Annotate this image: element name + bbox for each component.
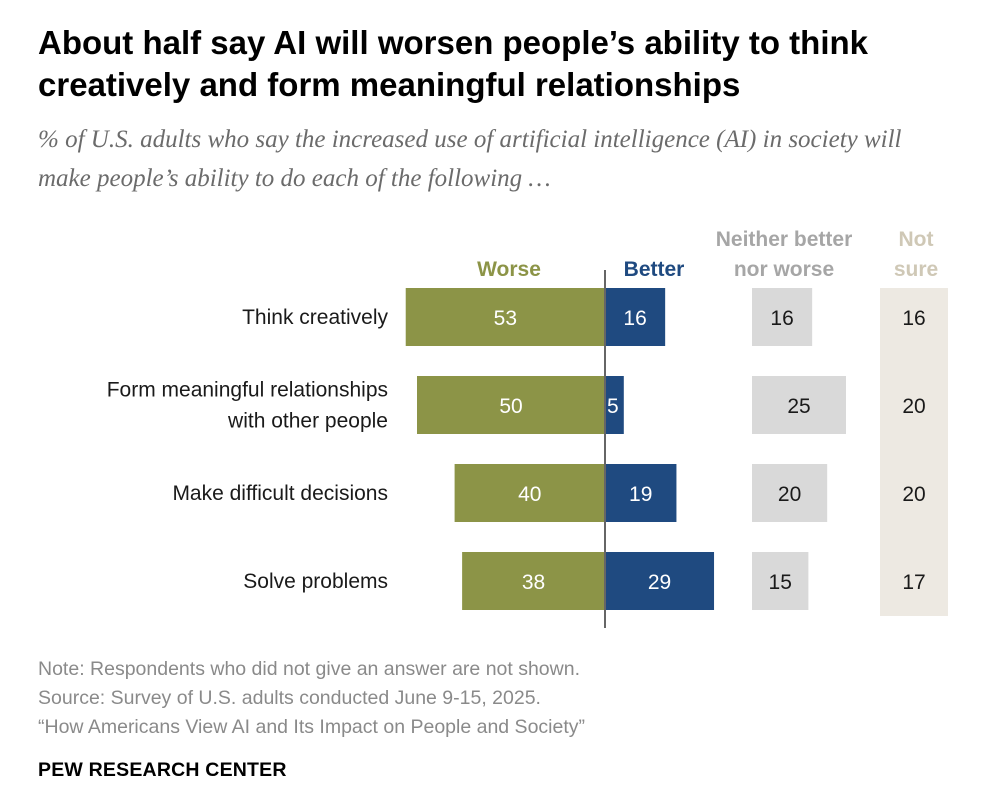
value-label-better: 19 [629,483,652,506]
report-title-text: “How Americans View AI and Its Impact on… [38,716,585,738]
header-better: Better [624,258,685,281]
value-label-worse: 50 [499,395,522,418]
value-label-neither: 16 [770,307,793,330]
not-sure-column-bg [880,288,948,616]
bar-neither [752,288,813,346]
bar-worse [417,376,605,434]
bar-worse [405,288,605,346]
value-label-better: 5 [607,395,619,418]
value-label-worse: 40 [518,483,541,506]
value-label-worse: 38 [522,571,545,594]
bar-neither [752,376,846,434]
value-label-not-sure: 20 [902,483,925,506]
value-label-neither: 25 [787,395,810,418]
category-label: with other people [227,410,388,433]
bar-better [605,376,624,434]
value-label-neither: 20 [778,483,801,506]
bar-better [605,464,677,522]
header-not-sure: sure [894,258,938,281]
chart-plot: Worse Better Neither better nor worse Not sur… [107,228,948,628]
bar-neither [752,464,828,522]
value-label-not-sure: 20 [902,395,925,418]
chart-title: About half say AI will worsen people’s a… [38,24,868,103]
header-neither: Neither better [716,228,853,251]
bar-neither [752,552,809,610]
value-label-worse: 53 [494,307,517,330]
header-not-sure: Not [899,228,934,251]
category-label: Solve problems [243,570,388,593]
source-text: Source: Survey of U.S. adults conducted … [38,687,541,709]
brand-logo-text: PEW RESEARCH CENTER [38,759,287,781]
value-label-not-sure: 16 [902,307,925,330]
bar-worse [454,464,605,522]
chart-subtitle: % of U.S. adults who say the increased u… [38,126,902,192]
category-label: Think creatively [242,306,388,329]
note-text: Note: Respondents who did not give an an… [38,658,581,680]
bar-better [605,552,715,610]
value-label-better: 16 [623,307,646,330]
header-neither: nor worse [734,258,834,281]
category-label: Form meaningful relationships [107,379,388,402]
bar-worse [462,552,605,610]
chart-notes: Note: Respondents who did not give an an… [38,655,938,742]
value-label-not-sure: 17 [902,571,925,594]
bar-better [605,288,666,346]
value-label-neither: 15 [769,571,792,594]
value-label-better: 29 [648,571,671,594]
category-label: Make difficult decisions [172,482,388,505]
header-worse: Worse [477,258,541,281]
